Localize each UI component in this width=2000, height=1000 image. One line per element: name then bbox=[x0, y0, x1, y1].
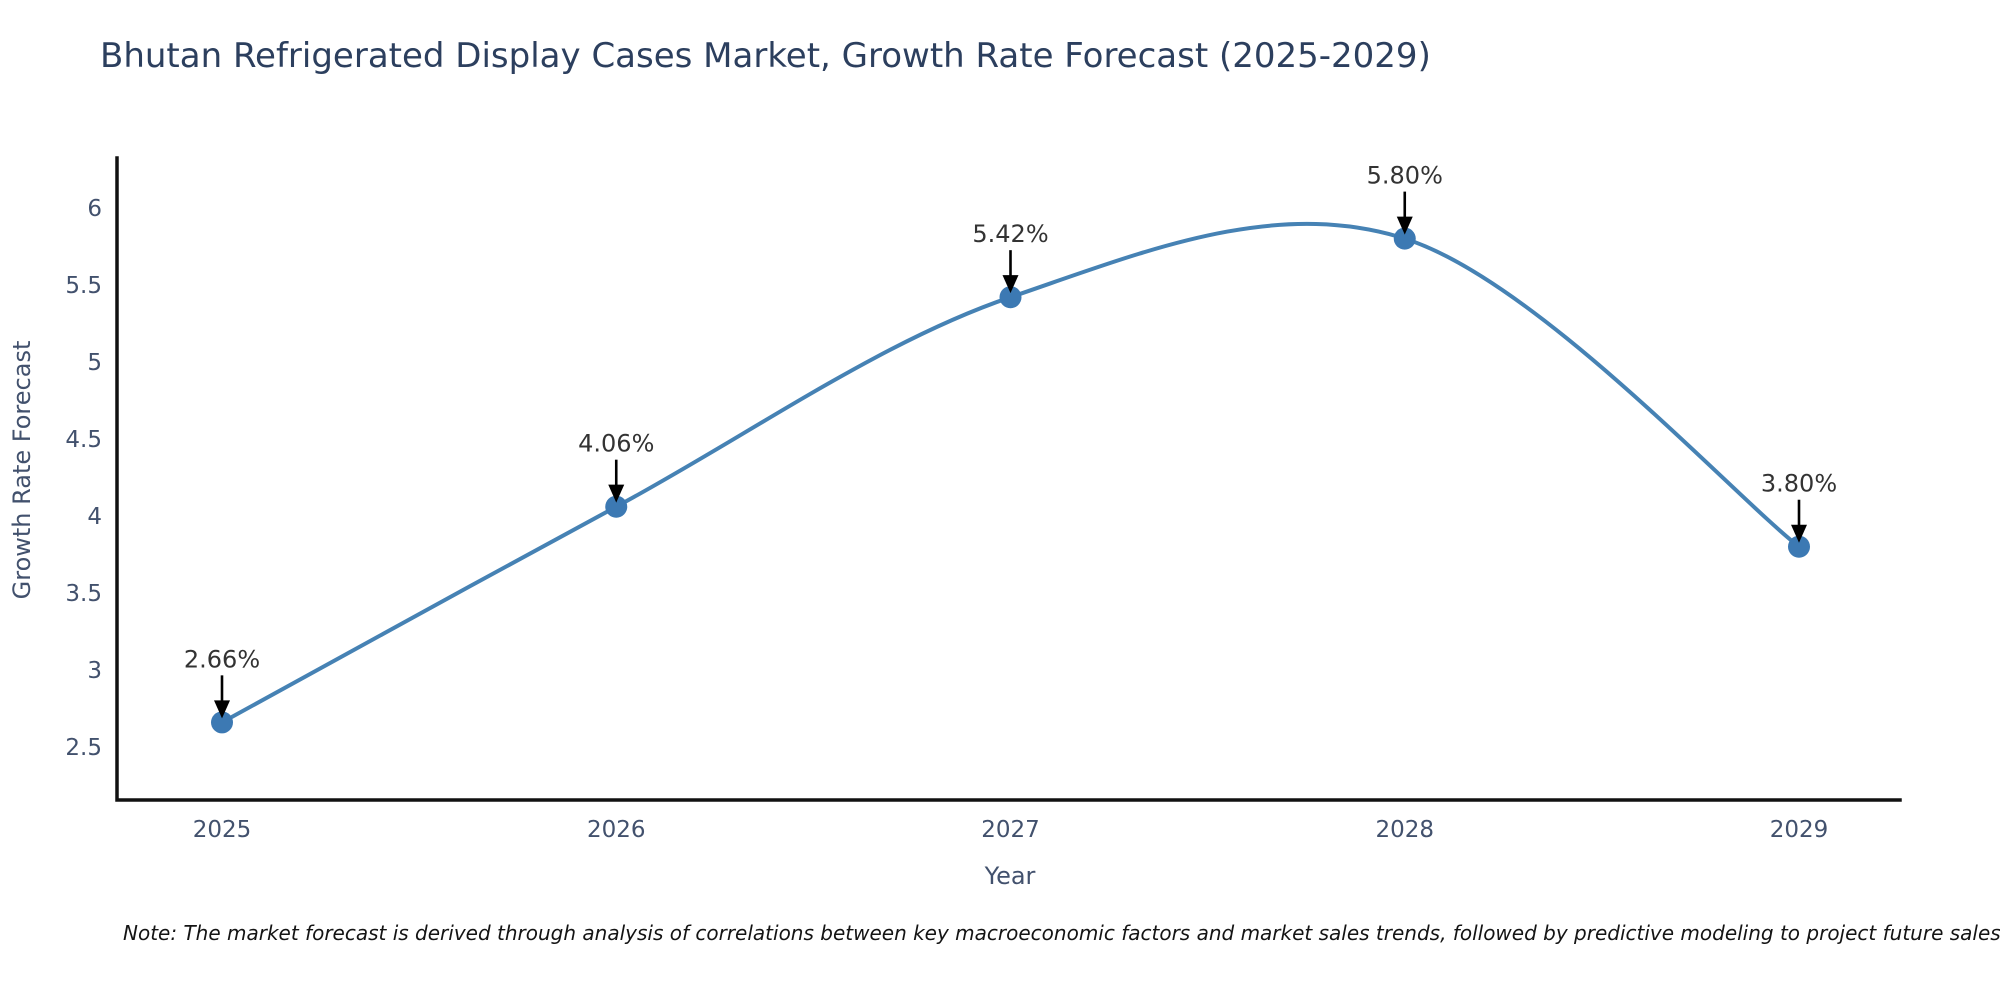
axis-spines bbox=[115, 156, 1902, 802]
y-tick-label: 4.5 bbox=[65, 427, 102, 453]
x-tick-label: 2027 bbox=[981, 817, 1040, 843]
annotation-arrowhead bbox=[1002, 275, 1019, 294]
data-point-marker bbox=[1788, 535, 1810, 558]
y-tick-label: 6 bbox=[87, 196, 102, 222]
y-tick-label: 5.5 bbox=[65, 273, 102, 299]
y-tick-label: 3.5 bbox=[65, 581, 102, 607]
x-tick-label: 2025 bbox=[193, 817, 252, 843]
data-point-label: 5.80% bbox=[1367, 162, 1443, 190]
data-point-label: 5.42% bbox=[972, 220, 1048, 248]
x-axis-title: Year bbox=[984, 862, 1036, 890]
data-point-marker bbox=[999, 286, 1022, 309]
x-tick-label: 2026 bbox=[587, 817, 646, 843]
annotation-arrowhead bbox=[1396, 216, 1413, 235]
y-tick-label: 3 bbox=[87, 658, 102, 684]
data-point-label: 2.66% bbox=[184, 645, 260, 673]
annotation-arrowhead bbox=[608, 484, 625, 503]
y-axis-title: Growth Rate Forecast bbox=[8, 341, 36, 600]
x-tick-label: 2028 bbox=[1375, 817, 1434, 843]
data-point-label: 4.06% bbox=[578, 430, 654, 458]
data-point-label: 3.80% bbox=[1761, 470, 1837, 498]
data-point-marker bbox=[211, 711, 233, 734]
annotation-arrowhead bbox=[1791, 524, 1807, 543]
y-tick-label: 2.5 bbox=[65, 735, 102, 761]
x-tick-label: 2029 bbox=[1770, 817, 1829, 843]
y-tick-label: 4 bbox=[87, 504, 102, 530]
data-point-marker bbox=[605, 495, 628, 518]
chart-title: Bhutan Refrigerated Display Cases Market… bbox=[100, 36, 1431, 76]
footnote: Note: The market forecast is derived thr… bbox=[123, 921, 2000, 945]
data-point-marker bbox=[1393, 227, 1416, 250]
y-tick-label: 5 bbox=[87, 350, 102, 376]
annotation-arrowhead bbox=[214, 700, 230, 719]
